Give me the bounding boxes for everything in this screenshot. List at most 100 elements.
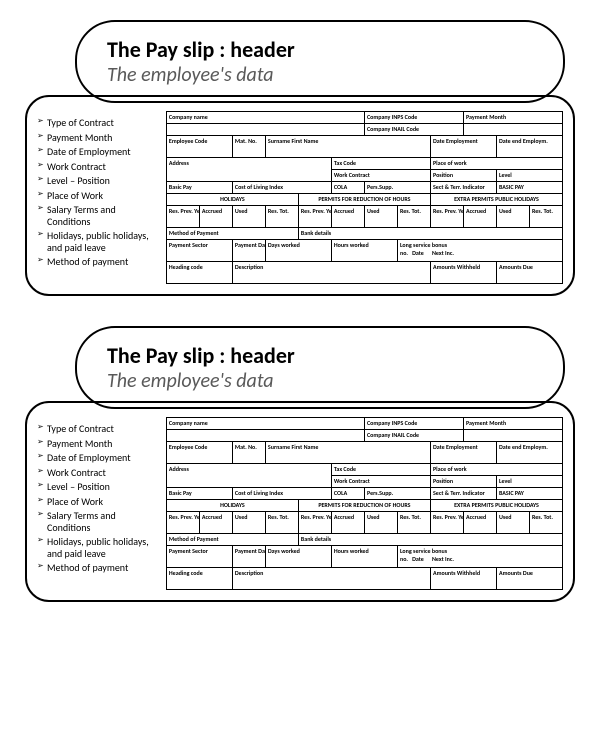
bullet-item: Work Contract bbox=[37, 467, 160, 479]
cell-place-of-work: Place of work bbox=[430, 158, 562, 170]
bullet-item: Date of Employment bbox=[37, 146, 160, 158]
cell-pers-supp: Pers.Supp. bbox=[364, 488, 430, 500]
cell-res-prev: Res. Prev. Years bbox=[298, 512, 331, 534]
card-subtitle: The employee's data bbox=[107, 369, 543, 393]
cell-company-inps: Company INPS Code bbox=[364, 418, 463, 430]
cell-company-inps: Company INPS Code bbox=[364, 112, 463, 124]
cell-cola: COLA bbox=[331, 488, 364, 500]
cell-holidays-hdr: HOLIDAYS bbox=[166, 194, 298, 206]
bullet-item: Holidays, public holidays, and paid leav… bbox=[37, 230, 160, 253]
bullet-item: Type of Contract bbox=[37, 117, 160, 129]
body-box: Type of Contract Payment Month Date of E… bbox=[25, 95, 575, 296]
cell-res-prev: Res. Prev. Years bbox=[430, 206, 463, 228]
cell-hours-worked: Hours worked bbox=[331, 546, 397, 568]
cell-used: Used bbox=[232, 512, 265, 534]
cell-long-service: Long service bonusno. Date Next Inc. bbox=[397, 546, 562, 568]
cell-position: Position bbox=[430, 476, 496, 488]
cell-employee-code: Employee Code bbox=[166, 442, 232, 464]
bullet-item: Method of payment bbox=[37, 562, 160, 574]
cell-pers-supp: Pers.Supp. bbox=[364, 182, 430, 194]
bullet-item: Date of Employment bbox=[37, 452, 160, 464]
cell-sect-terr: Sect & Terr. Indicator bbox=[430, 182, 496, 194]
cell-description: Description bbox=[232, 568, 430, 590]
cell-hours-worked: Hours worked bbox=[331, 240, 397, 262]
cell-work-contract: Work Contract bbox=[331, 170, 430, 182]
payslip-card: The Pay slip : header The employee's dat… bbox=[25, 326, 575, 602]
cell-res-prev: Res. Prev. Years bbox=[166, 512, 199, 534]
cell-extra-hdr: EXTRA PERMITS PUBLIC HOLIDAYS bbox=[430, 500, 562, 512]
bullet-list: Type of Contract Payment Month Date of E… bbox=[37, 111, 160, 284]
cell-payment-days: Payment Days bbox=[232, 546, 265, 568]
cell-description: Description bbox=[232, 262, 430, 284]
cell-level: Level bbox=[496, 170, 562, 182]
cell-used: Used bbox=[496, 206, 529, 228]
cell-payment-sector: Payment Sector bbox=[166, 240, 232, 262]
cell-method-payment: Method of Payment bbox=[166, 534, 298, 546]
cell-mat-no: Mat. No. bbox=[232, 442, 265, 464]
payslip-card: The Pay slip : header The employee's dat… bbox=[25, 20, 575, 296]
cell-accrued: Accrued bbox=[199, 512, 232, 534]
bullet-list: Type of Contract Payment Month Date of E… bbox=[37, 417, 160, 590]
cell-col-index: Cost of Living Index bbox=[232, 488, 331, 500]
cell-tax-code: Tax Code bbox=[331, 158, 430, 170]
card-title: The Pay slip : header bbox=[107, 342, 543, 369]
cell-address: Address bbox=[166, 464, 331, 488]
payslip-form-table: Company nameCompany INPS CodePayment Mon… bbox=[166, 111, 563, 284]
bullet-item: Level – Position bbox=[37, 481, 160, 493]
cell-res-tot: Res. Tot. bbox=[529, 206, 562, 228]
cell-accrued: Accrued bbox=[463, 206, 496, 228]
cell-place-of-work: Place of work bbox=[430, 464, 562, 476]
cell-payment-month: Payment Month bbox=[463, 112, 562, 124]
cell-permits-hdr: PERMITS FOR REDUCTION OF HOURS bbox=[298, 500, 430, 512]
cell-extra-hdr: EXTRA PERMITS PUBLIC HOLIDAYS bbox=[430, 194, 562, 206]
cell-work-contract: Work Contract bbox=[331, 476, 430, 488]
cell-method-payment: Method of Payment bbox=[166, 228, 298, 240]
cell-accrued: Accrued bbox=[331, 206, 364, 228]
cell-address: Address bbox=[166, 158, 331, 182]
bullet-item: Salary Terms and Conditions bbox=[37, 204, 160, 227]
cell-blank bbox=[463, 430, 562, 442]
cell-amounts-withheld: Amounts Withheld bbox=[430, 262, 496, 284]
cell-basic-pay: Basic Pay bbox=[166, 182, 232, 194]
cell-permits-hdr: PERMITS FOR REDUCTION OF HOURS bbox=[298, 194, 430, 206]
cell-res-tot: Res. Tot. bbox=[529, 512, 562, 534]
cell-mat-no: Mat. No. bbox=[232, 136, 265, 158]
cell-position: Position bbox=[430, 170, 496, 182]
cell-days-worked: Days worked bbox=[265, 546, 331, 568]
cell-heading-code: Heading code bbox=[166, 568, 232, 590]
cell-days-worked: Days worked bbox=[265, 240, 331, 262]
cell-bank-details: Bank details bbox=[298, 534, 562, 546]
cell-basic-pay: Basic Pay bbox=[166, 488, 232, 500]
cell-basic-pay2: BASIC PAY bbox=[496, 182, 562, 194]
cell-company-name: Company name bbox=[166, 418, 364, 430]
body-box: Type of Contract Payment Month Date of E… bbox=[25, 401, 575, 602]
bullet-item: Method of payment bbox=[37, 256, 160, 268]
cell-long-service: Long service bonusno. Date Next Inc. bbox=[397, 240, 562, 262]
cell-res-tot: Res. Tot. bbox=[265, 206, 298, 228]
cell-amounts-due: Amounts Due bbox=[496, 262, 562, 284]
cell-payment-sector: Payment Sector bbox=[166, 546, 232, 568]
payslip-form-table: Company nameCompany INPS CodePayment Mon… bbox=[166, 417, 563, 590]
bullet-item: Place of Work bbox=[37, 190, 160, 202]
cell-payment-month: Payment Month bbox=[463, 418, 562, 430]
cell-date-employment: Date Employment bbox=[430, 442, 496, 464]
bullet-item: Payment Month bbox=[37, 132, 160, 144]
cell-res-tot: Res. Tot. bbox=[265, 512, 298, 534]
cell-surname: Surname First Name bbox=[265, 442, 430, 464]
cell-holidays-hdr: HOLIDAYS bbox=[166, 500, 298, 512]
header-box: The Pay slip : header The employee's dat… bbox=[75, 20, 565, 103]
cell-amounts-withheld: Amounts Withheld bbox=[430, 568, 496, 590]
cell-cola: COLA bbox=[331, 182, 364, 194]
cell-date-employment: Date Employment bbox=[430, 136, 496, 158]
cell-res-tot: Res. Tot. bbox=[397, 206, 430, 228]
cell-accrued: Accrued bbox=[199, 206, 232, 228]
cell-heading-code: Heading code bbox=[166, 262, 232, 284]
cell-col-index: Cost of Living Index bbox=[232, 182, 331, 194]
bullet-item: Type of Contract bbox=[37, 423, 160, 435]
cell-surname: Surname First Name bbox=[265, 136, 430, 158]
cell-blank bbox=[166, 430, 364, 442]
cell-company-name: Company name bbox=[166, 112, 364, 124]
bullet-item: Payment Month bbox=[37, 438, 160, 450]
cell-bank-details: Bank details bbox=[298, 228, 562, 240]
cell-accrued: Accrued bbox=[331, 512, 364, 534]
